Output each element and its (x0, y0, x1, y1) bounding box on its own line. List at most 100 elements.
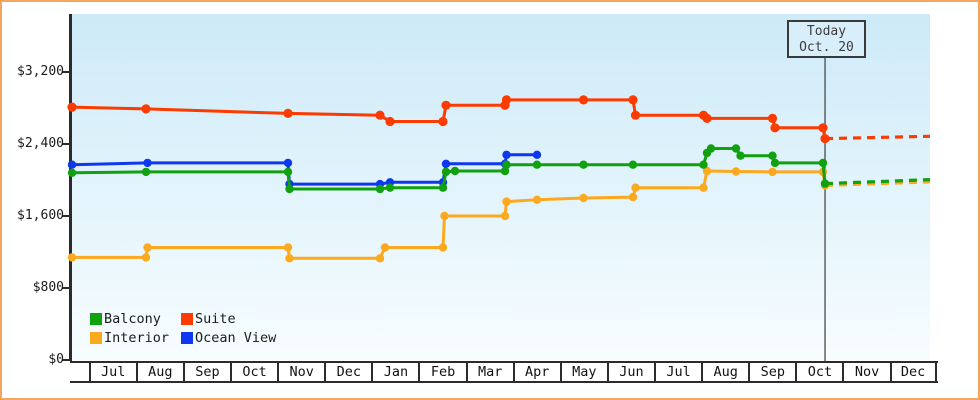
series-balcony-point (67, 168, 77, 177)
series-interior-point (502, 197, 511, 206)
month-cell-4: Oct (230, 363, 277, 381)
month-cell-17: Nov (842, 363, 889, 381)
series-interior-point (380, 243, 390, 252)
series-interior-point (283, 243, 293, 252)
series-interior-point (699, 183, 708, 192)
series-suite-point (385, 116, 395, 127)
legend-swatch-icon (90, 332, 102, 344)
series-balcony-point (699, 160, 708, 169)
y-axis-label: $2,400 (17, 136, 64, 151)
series-interior-point (438, 243, 448, 252)
month-cell-14: Aug (701, 363, 748, 381)
legend-item-interior: Interior (90, 331, 169, 345)
series-balcony-point (450, 166, 460, 176)
series-suite-point (141, 104, 151, 114)
series-interior-point (375, 254, 385, 263)
series-interior-point (628, 192, 638, 202)
series-suite-point (441, 100, 451, 110)
legend-label: Ocean View (195, 330, 277, 346)
series-ocean-view-point (532, 150, 542, 159)
series-balcony-forecast-dashed (824, 178, 931, 186)
month-cell-10: Apr (512, 363, 560, 381)
legend-label: Balcony (104, 311, 161, 327)
series-balcony-point (768, 151, 777, 160)
month-cell-16: Oct (795, 363, 842, 381)
series-interior-point (440, 211, 449, 221)
series-interior-point (702, 166, 712, 176)
month-cell-8: Feb (418, 363, 465, 381)
y-axis-label: $0 (48, 352, 64, 367)
series-suite-point (770, 123, 780, 133)
month-cell-18: Dec (889, 363, 937, 381)
series-balcony-point (375, 184, 385, 194)
today-marker-box: Today Oct. 20 (787, 20, 866, 58)
series-ocean-view-point (502, 150, 511, 159)
plot-background (72, 14, 930, 360)
series-balcony-point (731, 144, 741, 153)
month-cell-13: Jul (654, 363, 701, 381)
series-suite-point (578, 95, 589, 105)
today-marker-date: Oct. 20 (799, 40, 854, 55)
series-interior-point (579, 193, 588, 203)
month-cell-5: Nov (277, 363, 324, 381)
series-balcony-point (770, 158, 780, 168)
legend-item-ocean-view: Ocean View (181, 331, 276, 345)
month-cell-12: Jun (606, 363, 654, 381)
series-interior-point (67, 253, 77, 262)
series-interior-point (631, 183, 640, 192)
legend-item-balcony: Balcony (90, 312, 161, 326)
legend-label: Suite (195, 311, 236, 327)
series-interior-point (285, 254, 294, 263)
legend-label: Interior (104, 330, 170, 346)
series-suite-point (820, 134, 830, 144)
month-cell-9: Mar (465, 363, 513, 381)
month-cell-11: May (559, 363, 607, 381)
series-balcony-point (141, 167, 151, 177)
series-balcony-point (500, 166, 510, 176)
series-balcony-point (283, 167, 293, 177)
y-axis-label: $1,600 (17, 208, 64, 223)
series-suite-point (630, 110, 641, 120)
series-interior-point (143, 243, 152, 252)
series-interior-forecast-dashed (824, 180, 931, 187)
series-suite-point (702, 113, 712, 123)
legend-swatch-icon (181, 332, 193, 344)
series-balcony-point (706, 144, 716, 153)
y-axis-label: $3,200 (17, 64, 64, 79)
series-suite-point (767, 113, 778, 123)
series-suite-point (283, 108, 293, 118)
series-balcony-point (532, 160, 542, 169)
series-ocean-view-point (283, 158, 293, 168)
series-suite-point (67, 102, 77, 112)
series-balcony-point (502, 160, 511, 169)
series-balcony-point (736, 151, 745, 160)
series-interior-point (532, 195, 542, 204)
legend-item-suite: Suite (181, 312, 236, 326)
today-marker-title: Today (806, 24, 847, 39)
series-interior-point (731, 167, 741, 176)
series-ocean-view-point (143, 158, 152, 168)
series-interior-point (141, 253, 151, 262)
series-suite-point (375, 110, 385, 120)
series-balcony-point (579, 160, 588, 169)
series-balcony-point (820, 179, 830, 188)
series-balcony-point (285, 184, 294, 194)
legend-swatch-icon (181, 313, 193, 325)
series-balcony-point (628, 160, 638, 169)
series-interior-point (500, 211, 510, 221)
series-suite-point (501, 95, 512, 105)
series-ocean-view-point (67, 160, 77, 169)
month-cell-6: Dec (324, 363, 371, 381)
series-suite-point (818, 123, 828, 133)
series-ocean-view-point (441, 159, 451, 168)
series-interior-point (768, 167, 777, 177)
series-balcony-point (438, 183, 448, 192)
series-suite-forecast-dashed (824, 134, 931, 141)
x-axis-month-strip: Jul Aug Sep Oct Nov Dec Jan Feb Mar Apr May Jun Jul A… (70, 361, 938, 383)
month-cell-2: Aug (135, 363, 183, 381)
series-balcony-point (385, 183, 395, 192)
series-suite-point (438, 116, 448, 127)
series-balcony-point (818, 158, 828, 168)
